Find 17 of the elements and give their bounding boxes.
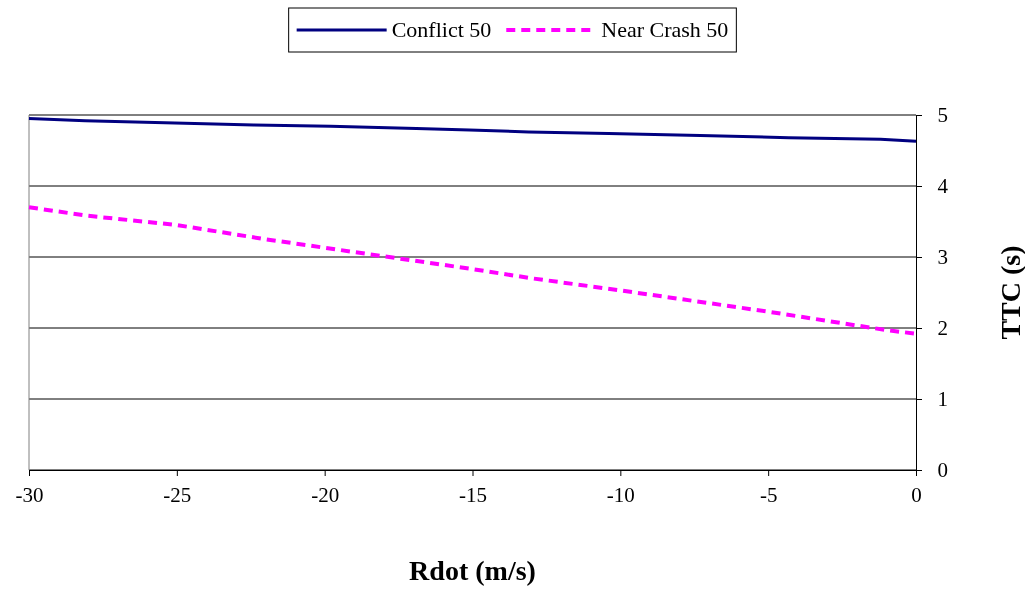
- x-tick-label: 0: [911, 483, 922, 508]
- legend-label: Near Crash 50: [601, 17, 729, 42]
- x-tick-label: -15: [459, 483, 487, 508]
- legend-label: Conflict 50: [391, 17, 492, 42]
- x-tick-label: -25: [163, 483, 192, 508]
- x-tick-label: -5: [759, 483, 778, 508]
- line-series: [27, 117, 918, 143]
- y-tick-label: 3: [937, 245, 949, 270]
- y-tick-label: 4: [937, 174, 949, 199]
- y-tick-label: 5: [937, 103, 949, 128]
- y-tick-label: 2: [937, 316, 949, 341]
- x-tick-label: -30: [15, 483, 44, 508]
- x-tick-label: -10: [606, 483, 635, 508]
- x-axis-title: Rdot (m/s): [409, 555, 536, 586]
- y-tick-label: 0: [937, 458, 949, 483]
- y-tick-label: 1: [937, 387, 949, 412]
- x-tick-label: -20: [311, 483, 340, 508]
